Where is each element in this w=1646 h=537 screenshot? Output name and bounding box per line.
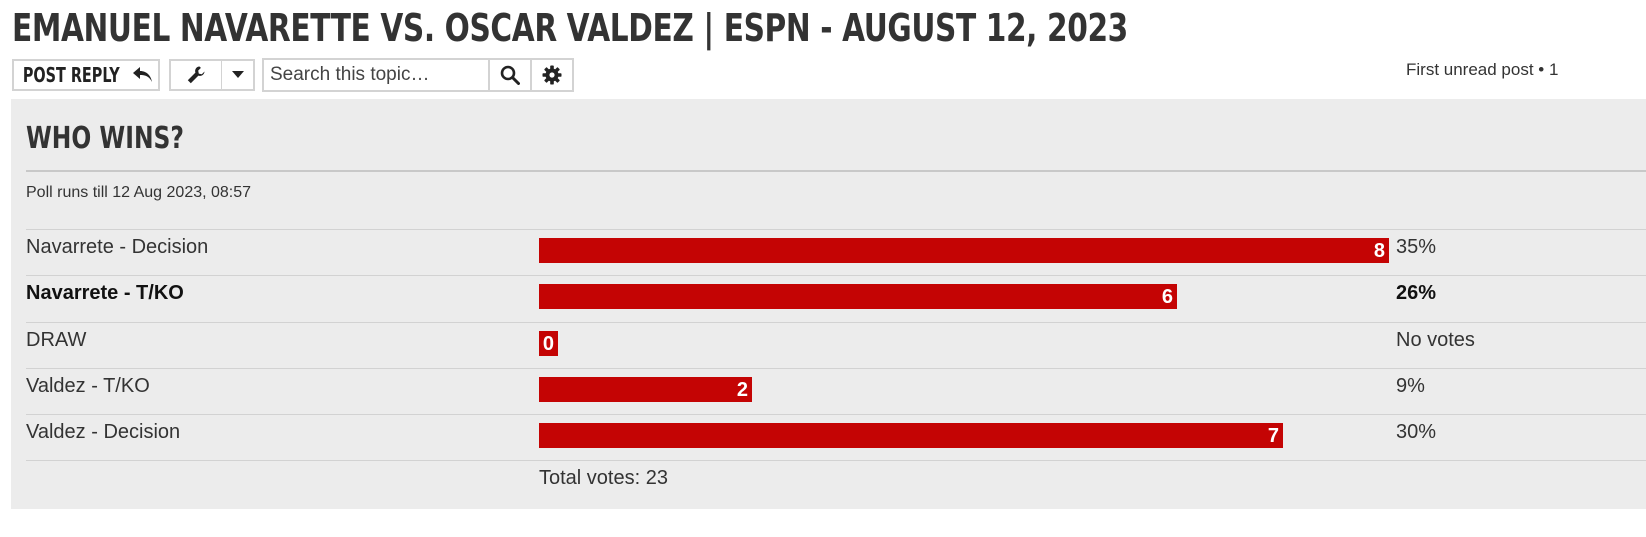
wrench-icon [186, 65, 206, 85]
poll-option-percent: 35% [1396, 236, 1437, 258]
poll-vote-bar: 8 [539, 238, 1389, 263]
poll-divider-bottom [26, 460, 1646, 461]
poll-vote-bar: 7 [539, 423, 1283, 449]
poll-vote-bar: 2 [539, 376, 752, 402]
poll-panel: WHO WINS? Poll runs till 12 Aug 2023, 08… [11, 99, 1646, 509]
poll-divider [26, 170, 1646, 172]
topic-tools-dropdown[interactable] [169, 59, 255, 91]
magnifier-icon [500, 65, 520, 85]
advanced-search-button[interactable] [530, 60, 572, 90]
poll-option-percent: 30% [1396, 421, 1437, 444]
poll-option-label: DRAW [26, 328, 87, 351]
poll-option-label: Valdez - Decision [26, 421, 181, 444]
topic-tools-button[interactable] [171, 61, 223, 89]
poll-option-label: Valdez - T/KO [26, 374, 150, 397]
poll-vote-bar: 0 [539, 330, 558, 356]
tools-caret-button[interactable] [222, 61, 253, 89]
poll-vote-bar: 6 [539, 284, 1177, 310]
post-reply-label: POST REPLY [22, 63, 120, 87]
topic-title: EMANUEL NAVARETTE VS. OSCAR VALDEZ | ESP… [12, 6, 1128, 50]
poll-option-label: Navarrete - Decision [26, 236, 209, 258]
caret-down-icon [231, 71, 244, 79]
first-unread-post-link[interactable]: First unread post • 1 [1406, 60, 1559, 79]
search-button[interactable] [488, 60, 530, 90]
poll-option-percent: 9% [1396, 374, 1425, 397]
poll-option-row: DRAW 0 No votes [26, 321, 1646, 369]
reply-arrow-icon [132, 66, 154, 84]
post-reply-button[interactable]: POST REPLY [12, 59, 160, 91]
poll-option-percent: 26% [1396, 282, 1437, 305]
poll-option-percent: No votes [1396, 328, 1475, 351]
poll-title: WHO WINS? [26, 121, 184, 156]
poll-end-info: Poll runs till 12 Aug 2023, 08:57 [26, 184, 252, 201]
poll-option-row: Valdez - T/KO 2 9% [26, 367, 1646, 415]
poll-option-row: Valdez - Decision 7 30% [26, 414, 1646, 461]
gear-icon [542, 65, 562, 85]
poll-option-row: Navarrete - Decision 8 35% [26, 229, 1646, 276]
poll-option-label: Navarrete - T/KO [26, 282, 184, 305]
topic-search-box [262, 58, 574, 92]
search-input[interactable] [264, 60, 488, 90]
poll-total-votes: Total votes: 23 [539, 467, 668, 489]
poll-option-row: Navarrete - T/KO 6 26% [26, 275, 1646, 322]
